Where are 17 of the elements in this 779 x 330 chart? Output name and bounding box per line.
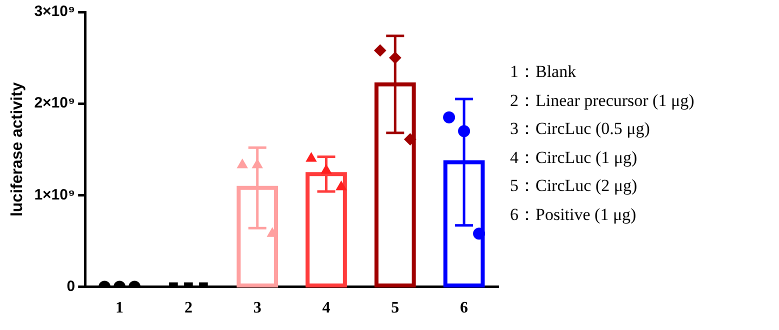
x-tick-label: 3	[253, 300, 262, 317]
y-tick-label: 0	[66, 278, 76, 295]
text: 3：CircLuc (0.5 μg)	[510, 118, 651, 140]
y-tick-label: 3×10⁹	[34, 3, 76, 20]
text: 4：CircLuc (1 μg)	[510, 146, 638, 169]
text: 5：CircLuc (2 μg)	[510, 175, 638, 197]
y-tick-label: 2×10⁹	[34, 94, 76, 112]
y-tick-label: 1×10⁹	[34, 186, 76, 204]
x-tick-label: 1	[116, 300, 124, 317]
text: 1：Blank	[510, 61, 578, 83]
x-tick-label: 4	[322, 300, 330, 317]
y-axis-title: luciferase activity	[9, 82, 26, 217]
text: 2：Linear precursor (1 μg)	[510, 90, 694, 112]
text: 6：Positive (1 μg)	[510, 204, 638, 226]
x-tick-label: 6	[460, 300, 468, 317]
x-tick-label: 2	[184, 300, 192, 317]
x-tick-label: 5	[391, 300, 400, 317]
